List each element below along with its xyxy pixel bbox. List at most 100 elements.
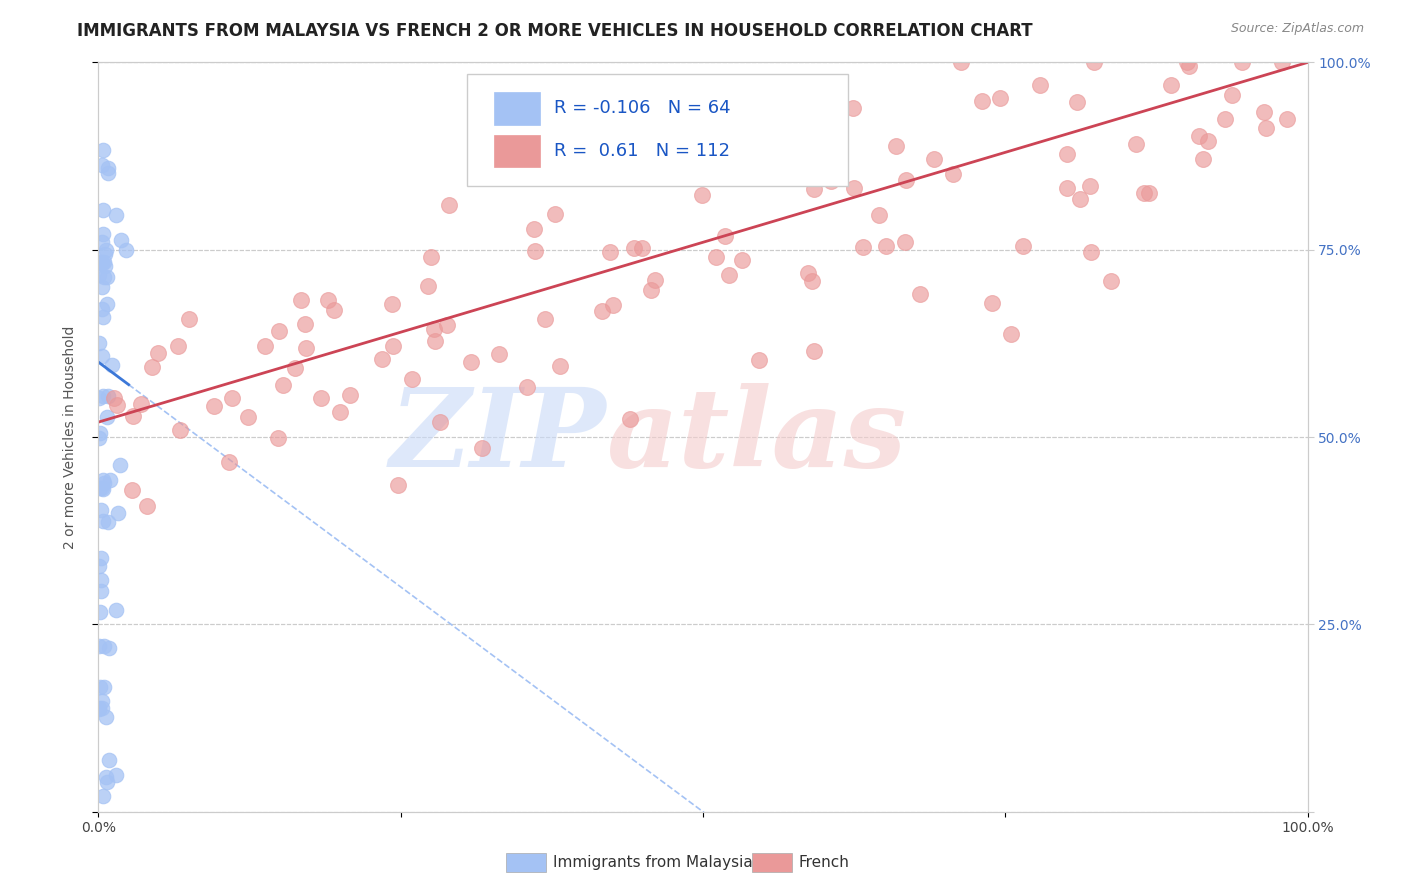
Point	[533, 311, 555, 326]
Point	[129, 397, 152, 411]
Point	[87, 640, 110, 654]
Point	[271, 377, 294, 392]
Point	[105, 398, 128, 412]
Y-axis label: 2 or more Vehicles in Household: 2 or more Vehicles in Household	[63, 326, 77, 549]
Point	[748, 352, 770, 367]
Point	[91, 143, 114, 157]
Point	[87, 268, 110, 282]
Point	[284, 361, 307, 376]
Point	[813, 123, 835, 137]
Point	[1192, 153, 1215, 167]
Point	[87, 391, 110, 405]
Point	[90, 255, 112, 269]
Point	[1254, 121, 1277, 136]
Point	[89, 680, 111, 694]
Point	[844, 180, 866, 194]
Point	[90, 551, 112, 566]
Point	[121, 483, 143, 497]
Point	[803, 343, 825, 358]
Point	[253, 339, 276, 353]
Point	[602, 298, 624, 312]
Point	[93, 270, 115, 285]
Point	[1137, 186, 1160, 200]
Point	[381, 339, 404, 353]
Point	[523, 221, 546, 235]
Point	[623, 240, 645, 254]
Point	[339, 387, 361, 401]
Point	[1178, 59, 1201, 73]
Point	[548, 359, 571, 374]
Point	[714, 229, 737, 244]
Point	[103, 391, 125, 405]
FancyBboxPatch shape	[467, 74, 848, 186]
Point	[842, 101, 865, 115]
Point	[894, 173, 917, 187]
Point	[93, 640, 115, 654]
Point	[1000, 327, 1022, 342]
Point	[1232, 55, 1254, 70]
Point	[87, 701, 110, 715]
Point	[318, 293, 340, 307]
Point	[96, 774, 118, 789]
Point	[167, 339, 190, 353]
Point	[309, 392, 332, 406]
Point	[93, 482, 115, 496]
Point	[941, 167, 963, 181]
Point	[93, 681, 115, 695]
Point	[868, 209, 890, 223]
Point	[591, 304, 613, 318]
Point	[950, 55, 973, 70]
Text: atlas: atlas	[606, 384, 907, 491]
Point	[785, 160, 807, 174]
Text: IMMIGRANTS FROM MALAYSIA VS FRENCH 2 OR MORE VEHICLES IN HOUSEHOLD CORRELATION C: IMMIGRANTS FROM MALAYSIA VS FRENCH 2 OR …	[77, 22, 1033, 40]
Point	[218, 454, 240, 468]
Point	[1253, 105, 1275, 120]
Point	[90, 583, 112, 598]
Point	[107, 506, 129, 520]
Point	[630, 241, 652, 255]
Point	[1056, 147, 1078, 161]
Point	[429, 415, 451, 429]
Point	[718, 268, 741, 283]
Point	[91, 389, 114, 403]
Point	[1029, 78, 1052, 92]
Point	[98, 473, 121, 487]
Point	[94, 710, 117, 724]
Point	[97, 161, 120, 175]
Point	[96, 770, 118, 784]
Point	[104, 208, 127, 222]
Point	[730, 252, 752, 267]
Point	[221, 391, 243, 405]
Point	[381, 297, 404, 311]
Point	[269, 324, 291, 338]
Point	[886, 139, 908, 153]
Point	[135, 500, 157, 514]
Point	[1213, 112, 1236, 127]
Point	[988, 91, 1011, 105]
Point	[100, 358, 122, 372]
Point	[1188, 129, 1211, 144]
Point	[1271, 55, 1294, 70]
Point	[90, 254, 112, 268]
Point	[544, 206, 567, 220]
Point	[524, 244, 547, 258]
Point	[1099, 274, 1122, 288]
Text: French: French	[799, 855, 849, 870]
Point	[796, 266, 818, 280]
Text: R =  0.61   N = 112: R = 0.61 N = 112	[554, 142, 730, 160]
Point	[91, 474, 114, 488]
Point	[1133, 186, 1156, 201]
Point	[704, 250, 727, 264]
Point	[104, 603, 127, 617]
Point	[115, 244, 138, 258]
Point	[267, 431, 290, 445]
Text: R = -0.106   N = 64: R = -0.106 N = 64	[554, 99, 731, 117]
Point	[894, 235, 917, 249]
Point	[90, 574, 112, 588]
Point	[89, 481, 111, 495]
Point	[94, 259, 117, 273]
Point	[91, 514, 114, 528]
Point	[295, 342, 318, 356]
Point	[98, 641, 121, 656]
Point	[1125, 136, 1147, 151]
